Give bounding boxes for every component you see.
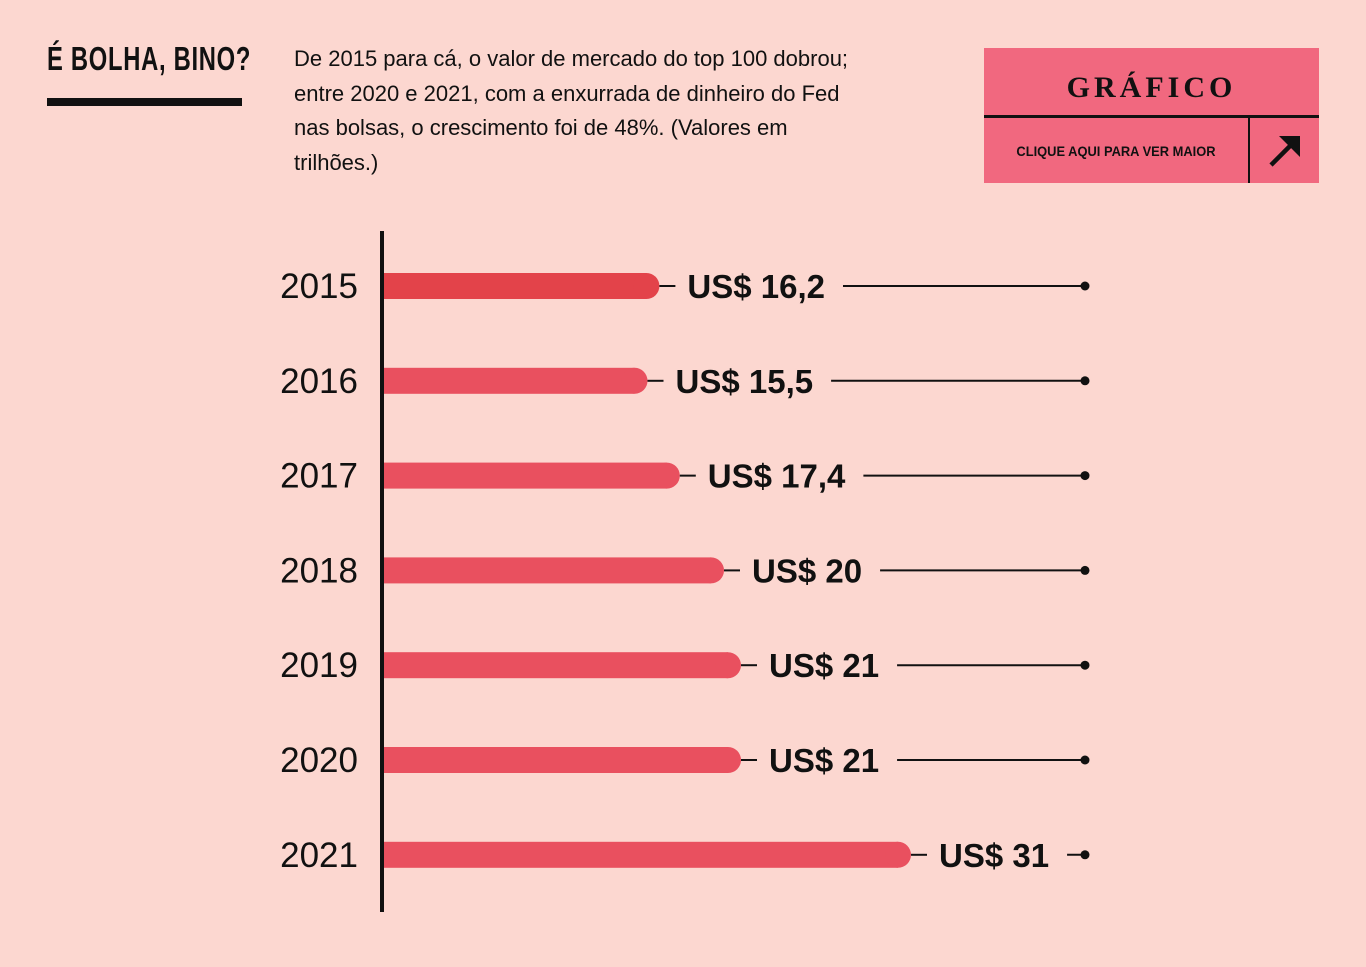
cta-vertical-divider — [1248, 118, 1250, 183]
data-label: US$ 15,5 — [676, 363, 814, 400]
bar — [384, 652, 728, 679]
leader-end-dot — [1080, 850, 1090, 860]
bar-end-cap — [653, 462, 680, 489]
data-label: US$ 16,2 — [687, 268, 825, 305]
enlarge-chart-button[interactable]: GRÁFICO CLIQUE AQUI PARA VER MAIOR — [984, 48, 1319, 183]
leader-end-dot — [1080, 281, 1090, 291]
leader-end-dot — [1080, 376, 1090, 386]
category-label: 2015 — [280, 267, 358, 306]
bar — [384, 841, 898, 868]
arrow-up-right-icon — [1250, 118, 1319, 183]
bar — [384, 557, 711, 584]
bar — [384, 367, 635, 394]
category-label: 2019 — [280, 646, 358, 685]
bar — [384, 273, 647, 299]
data-label: US$ 21 — [769, 742, 879, 779]
leader-end-dot — [1080, 471, 1090, 481]
leader-end-dot — [1080, 660, 1090, 670]
page-title: É BOLHA, BINO? — [47, 40, 252, 77]
title-underline — [47, 98, 242, 106]
bar — [384, 747, 728, 773]
data-label: US$ 17,4 — [708, 458, 846, 495]
category-label: 2018 — [280, 551, 358, 590]
bar-end-cap — [698, 557, 724, 584]
bar-end-cap — [885, 841, 911, 868]
data-label: US$ 20 — [752, 552, 862, 589]
bar-end-cap — [715, 747, 741, 773]
chart-description: De 2015 para cá, o valor de mercado do t… — [294, 46, 849, 175]
bar — [384, 462, 667, 489]
category-label: 2017 — [280, 457, 358, 496]
data-label: US$ 31 — [939, 837, 1049, 874]
enlarge-chart-sublabel: CLIQUE AQUI PARA VER MAIOR — [1016, 142, 1216, 159]
cta-divider — [984, 115, 1319, 118]
category-label: 2020 — [280, 741, 358, 780]
bar-end-cap — [633, 273, 660, 299]
enlarge-chart-label: GRÁFICO — [1066, 71, 1237, 104]
data-label: US$ 21 — [769, 647, 879, 684]
leader-end-dot — [1080, 755, 1090, 765]
leader-end-dot — [1080, 565, 1090, 575]
category-label: 2016 — [280, 362, 358, 401]
bar-end-cap — [621, 367, 648, 394]
category-label: 2021 — [280, 836, 358, 875]
bar-end-cap — [715, 652, 741, 679]
